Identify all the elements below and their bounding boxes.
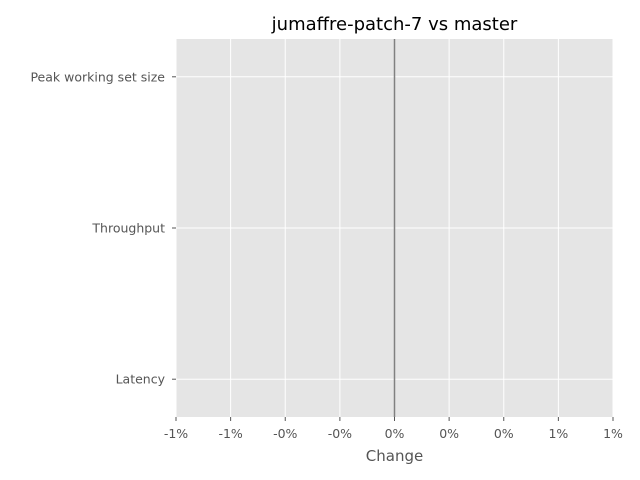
y-tick-label: Throughput xyxy=(91,221,165,236)
x-axis-ticks: -1% -1% -0% -0% 0% 0% 0% 1% 1% xyxy=(164,417,623,441)
chart-title: jumaffre-patch-7 vs master xyxy=(271,14,518,35)
x-tick-label: 0% xyxy=(385,426,405,441)
x-tick-label: 1% xyxy=(603,426,623,441)
x-tick-label: -0% xyxy=(328,426,352,441)
x-tick-label: 0% xyxy=(439,426,459,441)
x-tick-label: -1% xyxy=(164,426,188,441)
x-axis-label: Change xyxy=(366,447,423,465)
y-tick-label: Latency xyxy=(116,372,166,387)
x-tick-label: -1% xyxy=(218,426,242,441)
x-tick-label: 1% xyxy=(548,426,568,441)
y-tick-label: Peak working set size xyxy=(30,69,165,84)
x-tick-label: 0% xyxy=(494,426,514,441)
x-tick-label: -0% xyxy=(273,426,297,441)
y-axis-ticks: Peak working set size Throughput Latency xyxy=(30,69,176,387)
